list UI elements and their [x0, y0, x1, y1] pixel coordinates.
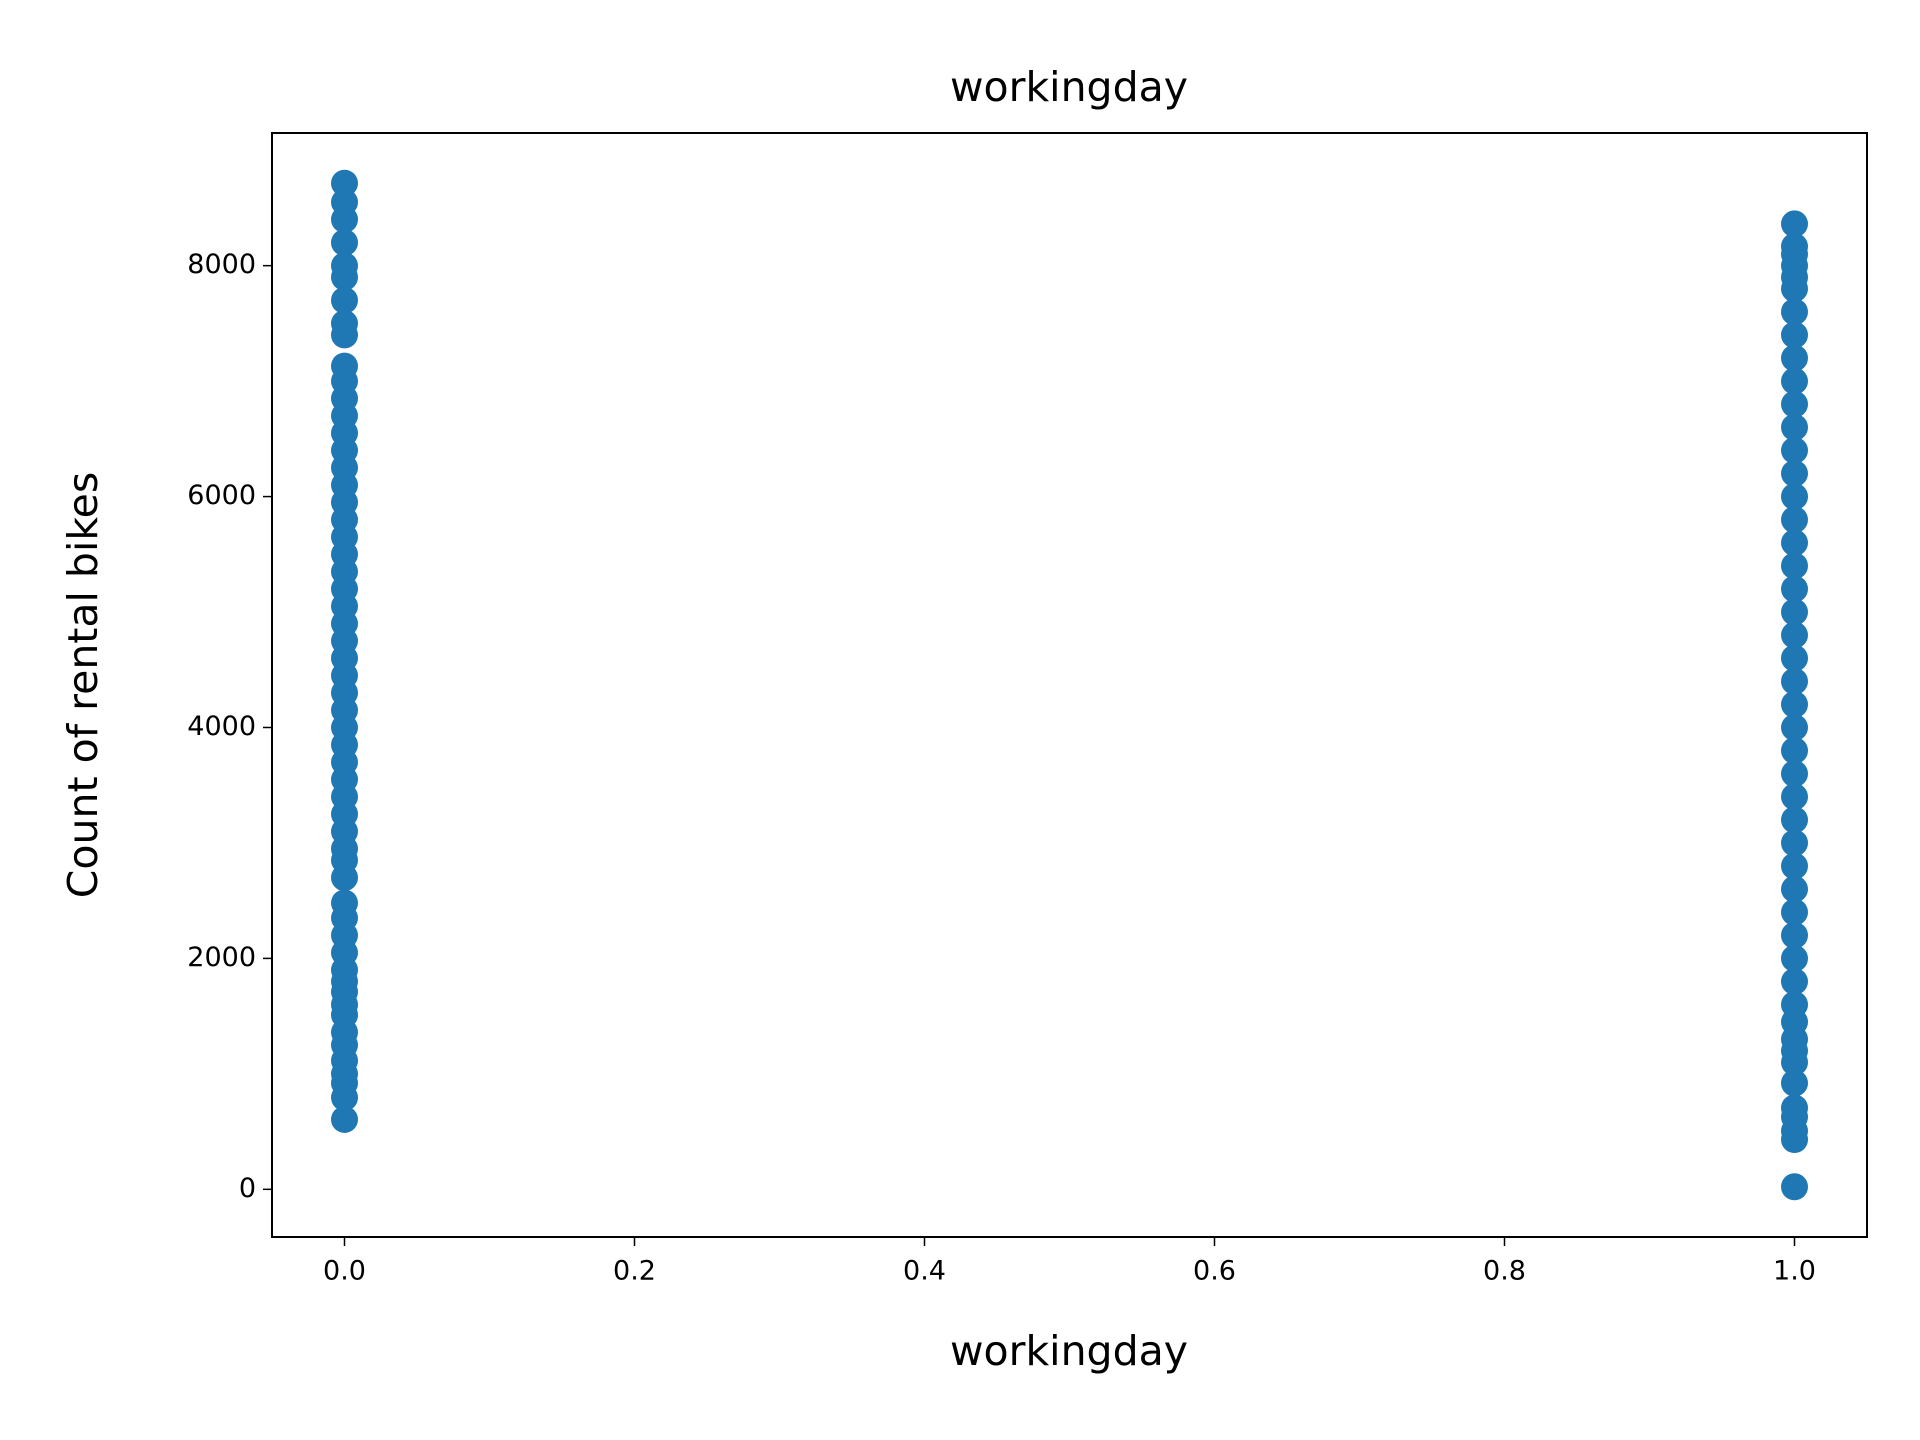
y-tick-label: 4000: [187, 711, 256, 742]
x-tick-label: 0.6: [1193, 1256, 1236, 1287]
point: [331, 252, 358, 280]
plot-frame: [271, 132, 1868, 1238]
point: [1781, 436, 1808, 464]
point: [1781, 875, 1808, 903]
point: [331, 889, 358, 917]
point: [1781, 713, 1808, 741]
point: [1781, 690, 1808, 718]
point: [1781, 598, 1808, 626]
point: [1781, 367, 1808, 395]
y-tick-label: 2000: [187, 942, 256, 973]
x-axis-label: workingday: [950, 1327, 1188, 1375]
point: [1781, 210, 1808, 238]
point: [1781, 483, 1808, 511]
point: [1781, 390, 1808, 418]
point: [331, 286, 358, 314]
point: [1781, 1094, 1808, 1122]
point: [1781, 783, 1808, 811]
x-tick-label: 0.0: [323, 1256, 366, 1287]
chart-title: workingday: [950, 63, 1188, 111]
y-tick-label: 0: [239, 1173, 256, 1204]
point: [1781, 991, 1808, 1019]
y-tick-label: 8000: [187, 249, 256, 280]
point: [1781, 806, 1808, 834]
point: [1781, 967, 1808, 995]
x-tick-label: 0.2: [613, 1256, 656, 1287]
point: [331, 229, 358, 257]
point: [1781, 575, 1808, 603]
point: [331, 352, 358, 380]
point: [1781, 667, 1808, 695]
point: [1781, 852, 1808, 880]
point: [1781, 760, 1808, 788]
point: [331, 188, 358, 216]
point: [1781, 921, 1808, 949]
point: [331, 169, 358, 197]
point: [1781, 644, 1808, 672]
y-tick-label: 6000: [187, 480, 256, 511]
point: [1781, 898, 1808, 926]
point: [1781, 1069, 1808, 1097]
x-tick-label: 0.4: [903, 1256, 946, 1287]
point: [1781, 506, 1808, 534]
point: [1781, 737, 1808, 765]
point: [1781, 459, 1808, 487]
point: [1781, 344, 1808, 372]
x-tick-label: 1.0: [1773, 1256, 1816, 1287]
point: [1781, 944, 1808, 972]
point: [1781, 1173, 1808, 1201]
y-axis-label: Count of rental bikes: [59, 472, 107, 898]
point: [331, 1105, 358, 1133]
point: [1781, 552, 1808, 580]
point: [1781, 621, 1808, 649]
x-tick-label: 0.8: [1483, 1256, 1526, 1287]
point: [1781, 321, 1808, 349]
point: [1781, 529, 1808, 557]
point: [1781, 829, 1808, 857]
point: [1781, 298, 1808, 326]
point: [1781, 413, 1808, 441]
point: [1781, 232, 1808, 260]
point: [331, 309, 358, 337]
